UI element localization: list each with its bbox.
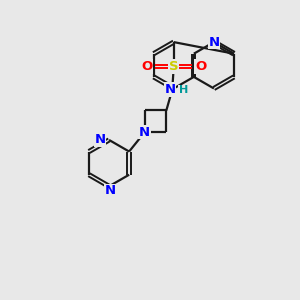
Text: O: O	[195, 60, 206, 73]
Text: N: N	[164, 83, 175, 96]
Text: N: N	[104, 184, 116, 197]
Text: N: N	[208, 36, 220, 49]
Text: N: N	[94, 133, 106, 146]
Text: O: O	[141, 60, 152, 73]
Text: S: S	[169, 60, 178, 73]
Text: H: H	[179, 85, 188, 95]
Text: N: N	[139, 126, 150, 139]
